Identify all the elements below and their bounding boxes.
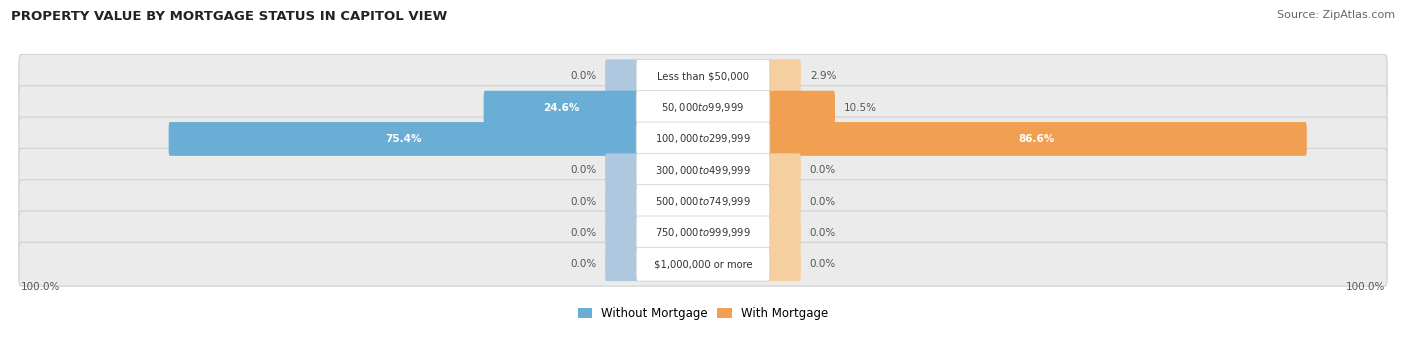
Text: 0.0%: 0.0% — [569, 165, 596, 175]
Text: 24.6%: 24.6% — [543, 103, 579, 113]
Text: $100,000 to $299,999: $100,000 to $299,999 — [655, 133, 751, 146]
Text: 0.0%: 0.0% — [569, 228, 596, 238]
FancyBboxPatch shape — [18, 54, 1388, 98]
Text: 75.4%: 75.4% — [385, 134, 422, 144]
FancyBboxPatch shape — [768, 247, 801, 281]
FancyBboxPatch shape — [18, 86, 1388, 130]
FancyBboxPatch shape — [18, 117, 1388, 161]
FancyBboxPatch shape — [605, 247, 638, 281]
Text: 100.0%: 100.0% — [21, 282, 60, 292]
FancyBboxPatch shape — [636, 216, 770, 250]
Text: $500,000 to $749,999: $500,000 to $749,999 — [655, 195, 751, 208]
FancyBboxPatch shape — [18, 242, 1388, 286]
Text: 2.9%: 2.9% — [810, 71, 837, 81]
FancyBboxPatch shape — [169, 122, 638, 156]
FancyBboxPatch shape — [636, 59, 770, 93]
Text: 100.0%: 100.0% — [1346, 282, 1385, 292]
Text: Less than $50,000: Less than $50,000 — [657, 71, 749, 81]
FancyBboxPatch shape — [18, 148, 1388, 192]
FancyBboxPatch shape — [768, 153, 801, 187]
FancyBboxPatch shape — [636, 122, 770, 156]
Text: $300,000 to $499,999: $300,000 to $499,999 — [655, 164, 751, 177]
Text: 0.0%: 0.0% — [569, 197, 596, 207]
FancyBboxPatch shape — [18, 211, 1388, 255]
Text: $50,000 to $99,999: $50,000 to $99,999 — [661, 101, 745, 114]
Text: 10.5%: 10.5% — [844, 103, 877, 113]
FancyBboxPatch shape — [768, 59, 801, 93]
FancyBboxPatch shape — [484, 91, 638, 124]
Text: $1,000,000 or more: $1,000,000 or more — [654, 259, 752, 269]
FancyBboxPatch shape — [636, 247, 770, 281]
FancyBboxPatch shape — [636, 153, 770, 187]
FancyBboxPatch shape — [768, 216, 801, 250]
FancyBboxPatch shape — [768, 185, 801, 219]
FancyBboxPatch shape — [636, 91, 770, 124]
FancyBboxPatch shape — [605, 59, 638, 93]
Text: 0.0%: 0.0% — [569, 71, 596, 81]
FancyBboxPatch shape — [768, 91, 835, 124]
Text: 0.0%: 0.0% — [810, 165, 837, 175]
FancyBboxPatch shape — [605, 153, 638, 187]
Text: 0.0%: 0.0% — [569, 259, 596, 269]
Text: PROPERTY VALUE BY MORTGAGE STATUS IN CAPITOL VIEW: PROPERTY VALUE BY MORTGAGE STATUS IN CAP… — [11, 10, 447, 23]
FancyBboxPatch shape — [605, 216, 638, 250]
Text: 86.6%: 86.6% — [1019, 134, 1054, 144]
FancyBboxPatch shape — [768, 122, 1306, 156]
Text: Source: ZipAtlas.com: Source: ZipAtlas.com — [1277, 10, 1395, 20]
Text: 0.0%: 0.0% — [810, 259, 837, 269]
Legend: Without Mortgage, With Mortgage: Without Mortgage, With Mortgage — [574, 302, 832, 325]
Text: 0.0%: 0.0% — [810, 197, 837, 207]
FancyBboxPatch shape — [18, 180, 1388, 223]
Text: 0.0%: 0.0% — [810, 228, 837, 238]
FancyBboxPatch shape — [605, 185, 638, 219]
FancyBboxPatch shape — [636, 185, 770, 219]
Text: $750,000 to $999,999: $750,000 to $999,999 — [655, 226, 751, 239]
